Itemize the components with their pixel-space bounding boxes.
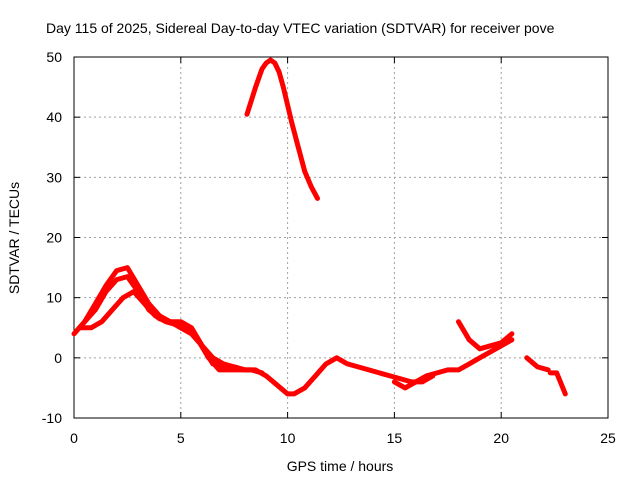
x-axis-title: GPS time / hours (287, 458, 394, 474)
x-tick-labels: 0 5 10 15 20 25 (70, 430, 616, 446)
x-tick-label: 0 (70, 430, 78, 446)
y-tick-label: 10 (46, 290, 62, 306)
x-tick-label: 10 (280, 430, 296, 446)
y-tick-label: 40 (46, 109, 62, 125)
series-sat-5 (391, 337, 515, 391)
series-sat-1 (71, 265, 436, 397)
y-axis-title: SDTVAR / TECUs (6, 182, 22, 294)
series-sat-7 (524, 355, 551, 373)
x-tick-label: 15 (387, 430, 403, 446)
y-tick-label: 50 (46, 49, 62, 65)
y-tick-label: 30 (46, 169, 62, 185)
series-sat-6 (456, 319, 515, 352)
series-sat-2 (77, 289, 265, 376)
y-tick-label: -10 (42, 410, 62, 426)
y-tick-labels: -10 0 10 20 30 40 50 (42, 49, 62, 426)
axis-ticks (73, 56, 609, 419)
series-sat-8 (547, 370, 568, 397)
y-tick-label: 20 (46, 230, 62, 246)
series-layer (71, 57, 568, 397)
series-sat-4 (244, 57, 320, 201)
x-tick-label: 25 (600, 430, 616, 446)
y-tick-label: 0 (54, 350, 62, 366)
series-sat-3 (82, 274, 248, 373)
x-tick-label: 20 (493, 430, 509, 446)
grid-lines (74, 57, 608, 418)
chart-title: Day 115 of 2025, Sidereal Day-to-day VTE… (46, 20, 555, 36)
x-tick-label: 5 (177, 430, 185, 446)
